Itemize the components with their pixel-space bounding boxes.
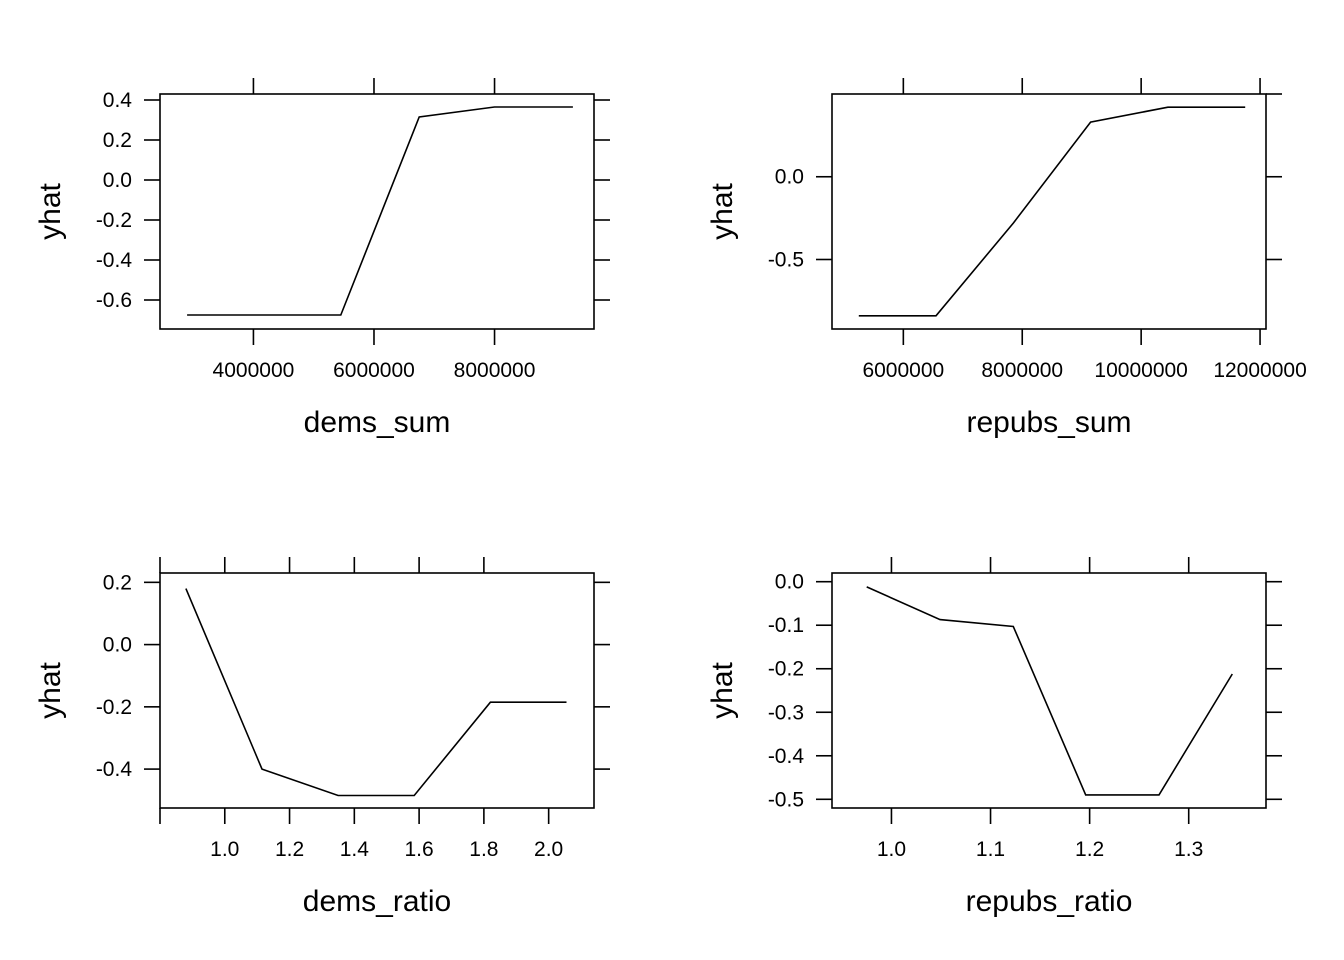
- x-tick-label: 10000000: [1094, 359, 1187, 382]
- y-tick-label: 0.0: [103, 169, 132, 192]
- x-tick-label: 8000000: [981, 359, 1063, 382]
- y-tick-label: -0.4: [768, 745, 805, 768]
- y-tick-label: -0.2: [96, 209, 132, 232]
- plot-frame: [831, 572, 1267, 809]
- y-axis-title: yhat: [34, 661, 67, 718]
- x-tick-label: 4000000: [213, 359, 295, 382]
- y-tick-label: -0.4: [96, 758, 133, 781]
- x-tick-label: 6000000: [862, 359, 944, 382]
- x-axis-title: dems_sum: [304, 406, 451, 439]
- y-axis-title: yhat: [706, 661, 739, 718]
- y-tick-label: 0.0: [103, 634, 132, 657]
- y-tick-label: -0.4: [96, 249, 133, 272]
- x-tick-label: 6000000: [333, 359, 415, 382]
- x-tick-label: 1.1: [976, 838, 1005, 861]
- y-tick-label: -0.5: [768, 248, 804, 271]
- y-tick-label: -0.2: [768, 658, 804, 681]
- y-tick-label: -0.1: [768, 614, 804, 637]
- x-tick-label: 1.2: [275, 838, 304, 861]
- y-tick-label: -0.5: [768, 788, 804, 811]
- plot-frame: [831, 93, 1267, 330]
- y-axis-title: yhat: [34, 182, 67, 239]
- x-tick-label: 1.4: [340, 838, 370, 861]
- chart-panel-2: 6000000 8000000 10000000 12000000 -0.5 0.0 rep…: [706, 78, 1307, 439]
- y-tick-label: 0.4: [103, 89, 133, 112]
- y-tick-label: -0.6: [96, 289, 132, 312]
- series-line: [858, 106, 1246, 317]
- x-tick-label: 1.0: [210, 838, 239, 861]
- x-tick-label: 1.3: [1174, 838, 1203, 861]
- chart-panel-4: 1.0 1.1 1.2 1.3 -0.5 -0.4 -0.3 -0.2 -0.1 0.0 repub…: [706, 557, 1282, 918]
- plot-frame: [159, 93, 595, 330]
- series-line: [187, 106, 573, 316]
- series-line: [866, 586, 1233, 796]
- y-tick-label: 0.2: [103, 571, 132, 594]
- x-axis-title: repubs_ratio: [966, 885, 1133, 918]
- x-tick-label: 1.6: [405, 838, 434, 861]
- x-tick-label: 12000000: [1213, 359, 1306, 382]
- x-tick-label: 1.8: [469, 838, 498, 861]
- y-axis-title: yhat: [706, 182, 739, 239]
- x-tick-label: 1.0: [877, 838, 906, 861]
- y-tick-label: 0.0: [775, 571, 804, 594]
- y-tick-label: 0.2: [103, 129, 132, 152]
- x-tick-label: 8000000: [454, 359, 536, 382]
- x-axis-title: repubs_sum: [966, 406, 1131, 439]
- x-tick-label: 1.2: [1075, 838, 1104, 861]
- series-line: [185, 588, 567, 797]
- plot-frame: [159, 572, 595, 809]
- y-tick-label: -0.3: [768, 701, 804, 724]
- x-tick-label: 2.0: [534, 838, 563, 861]
- chart-panel-1: 4000000 6000000 8000000 -0.6 -0.4 -0.2 0.0 0.2 0…: [34, 78, 610, 439]
- chart-panel-3: 1.0 1.2 1.4 1.6 1.8 2.0 -0.4 -0.2 0.0 0.2 dems_rat…: [34, 557, 610, 918]
- y-tick-label: 0.0: [775, 166, 804, 189]
- y-tick-label: -0.2: [96, 696, 132, 719]
- x-axis-title: dems_ratio: [303, 885, 451, 918]
